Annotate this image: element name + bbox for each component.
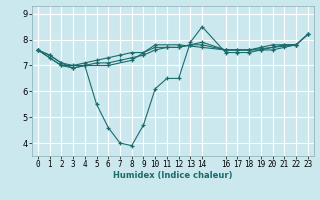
- X-axis label: Humidex (Indice chaleur): Humidex (Indice chaleur): [113, 171, 233, 180]
